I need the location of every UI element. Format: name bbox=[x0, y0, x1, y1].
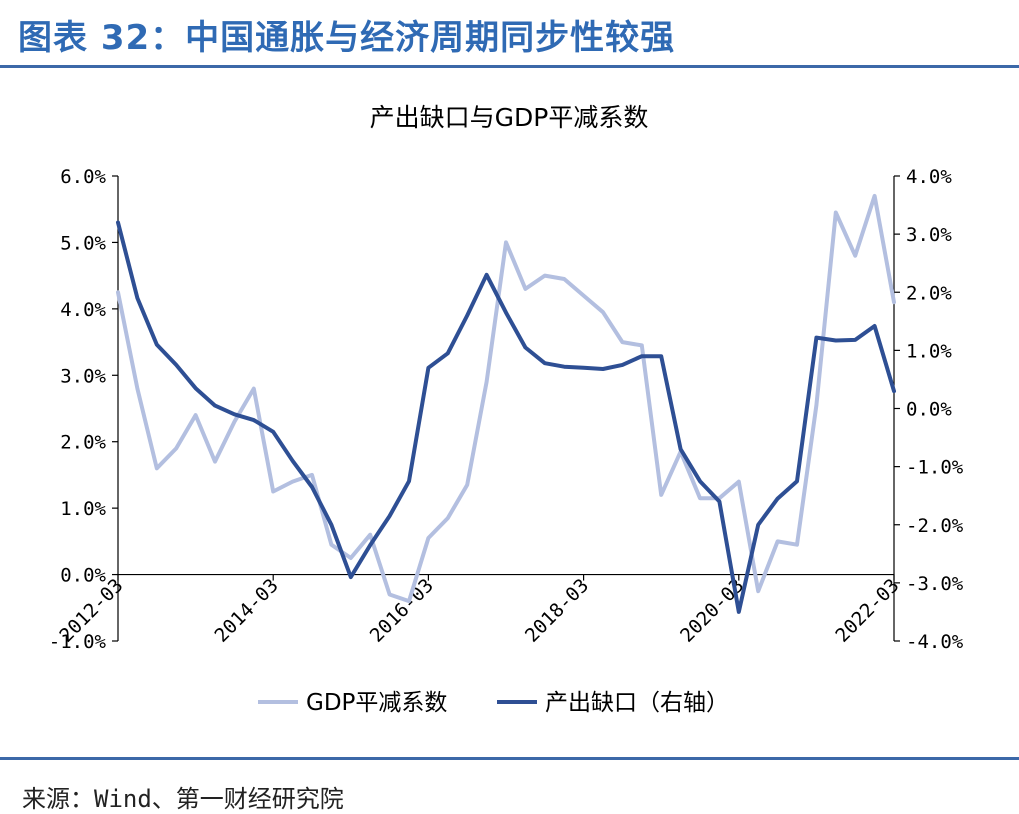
x-tick-label: 2016-03 bbox=[366, 575, 438, 647]
right-tick-label: -4.0% bbox=[906, 631, 964, 653]
top-divider bbox=[0, 65, 1019, 68]
right-tick-label: 0.0% bbox=[906, 399, 952, 421]
right-tick-label: 4.0% bbox=[906, 166, 952, 188]
left-tick-label: 0.0% bbox=[60, 565, 106, 587]
gdp-deflator-line bbox=[116, 193, 896, 604]
right-tick-label: -1.0% bbox=[906, 457, 964, 479]
right-tick-label: 3.0% bbox=[906, 224, 952, 246]
legend-item-gdp-deflator-label: GDP平减系数 bbox=[306, 690, 447, 716]
right-tick-label: 2.0% bbox=[906, 282, 952, 304]
left-tick-label: 5.0% bbox=[60, 232, 106, 254]
chart-title: 产出缺口与GDP平减系数 bbox=[370, 103, 649, 132]
left-tick-label: 1.0% bbox=[60, 498, 106, 520]
x-tick-label: 2022-03 bbox=[831, 575, 903, 647]
series-group bbox=[116, 193, 896, 614]
output-gap-line bbox=[116, 220, 896, 614]
left-tick-label: 4.0% bbox=[60, 299, 106, 321]
legend-item-output-gap-label: 产出缺口（右轴） bbox=[545, 690, 729, 716]
right-tick-label: -3.0% bbox=[906, 573, 964, 595]
right-tick-label: 1.0% bbox=[906, 340, 952, 362]
x-tick-label: 2014-03 bbox=[211, 575, 283, 647]
report-figure-title: 图表 32：中国通胀与经济周期同步性较强 bbox=[18, 18, 676, 58]
x-tick-label: 2018-03 bbox=[521, 575, 593, 647]
line-chart: 产出缺口与GDP平减系数 -1.0% 0.0% 1.0% 2.0% 3.0% 4.0% 5.… bbox=[49, 103, 964, 716]
left-tick-label: 2.0% bbox=[60, 432, 106, 454]
left-tick-label: 3.0% bbox=[60, 365, 106, 387]
bottom-divider bbox=[0, 757, 1019, 760]
legend: GDP平减系数 产出缺口（右轴） bbox=[258, 690, 729, 716]
source-note: 来源：Wind、第一财经研究院 bbox=[22, 785, 344, 813]
left-tick-label: -1.0% bbox=[49, 631, 107, 653]
axes-group: -1.0% 0.0% 1.0% 2.0% 3.0% 4.0% 5.0% 6.0% -4.0% -3… bbox=[49, 166, 964, 653]
left-tick-label: 6.0% bbox=[60, 166, 106, 188]
right-tick-label: -2.0% bbox=[906, 515, 964, 537]
